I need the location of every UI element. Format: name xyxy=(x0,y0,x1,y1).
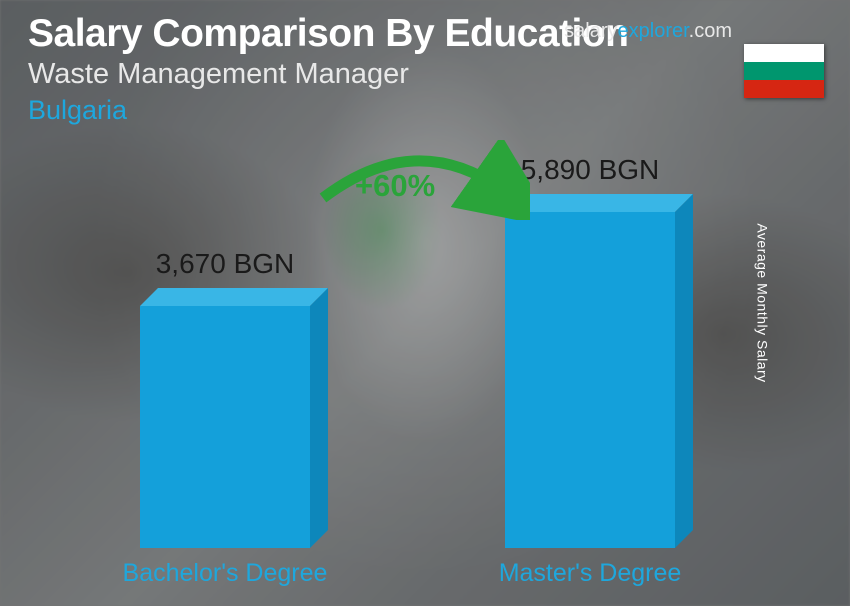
brand-part-3: .com xyxy=(689,20,732,42)
chart-country: Bulgaria xyxy=(28,95,822,126)
bar-0: 3,670 BGNBachelor's Degree xyxy=(140,306,310,548)
flag-stripe-1 xyxy=(744,62,824,80)
bar-1: 5,890 BGNMaster's Degree xyxy=(505,212,675,548)
flag-stripe-2 xyxy=(744,80,824,98)
bar-value-label: 5,890 BGN xyxy=(505,154,675,186)
flag-stripe-0 xyxy=(744,44,824,62)
bar-top-face xyxy=(505,194,693,212)
bar-side-face xyxy=(675,194,693,548)
brand-logo: salaryexplorer.com xyxy=(564,20,732,43)
bar-category-label: Bachelor's Degree xyxy=(110,559,340,588)
bar-side-face xyxy=(310,288,328,548)
bar-value-label: 3,670 BGN xyxy=(140,248,310,280)
brand-part-1: salary xyxy=(564,20,617,42)
bar-front-face xyxy=(140,306,310,548)
brand-part-2: explorer xyxy=(618,20,689,42)
bar-top-face xyxy=(140,288,328,306)
chart-subtitle: Waste Management Manager xyxy=(28,58,822,91)
bar-front-face xyxy=(505,212,675,548)
bar-category-label: Master's Degree xyxy=(475,559,705,588)
flag-icon xyxy=(744,44,824,98)
percent-increase-badge: +60% xyxy=(355,168,435,204)
